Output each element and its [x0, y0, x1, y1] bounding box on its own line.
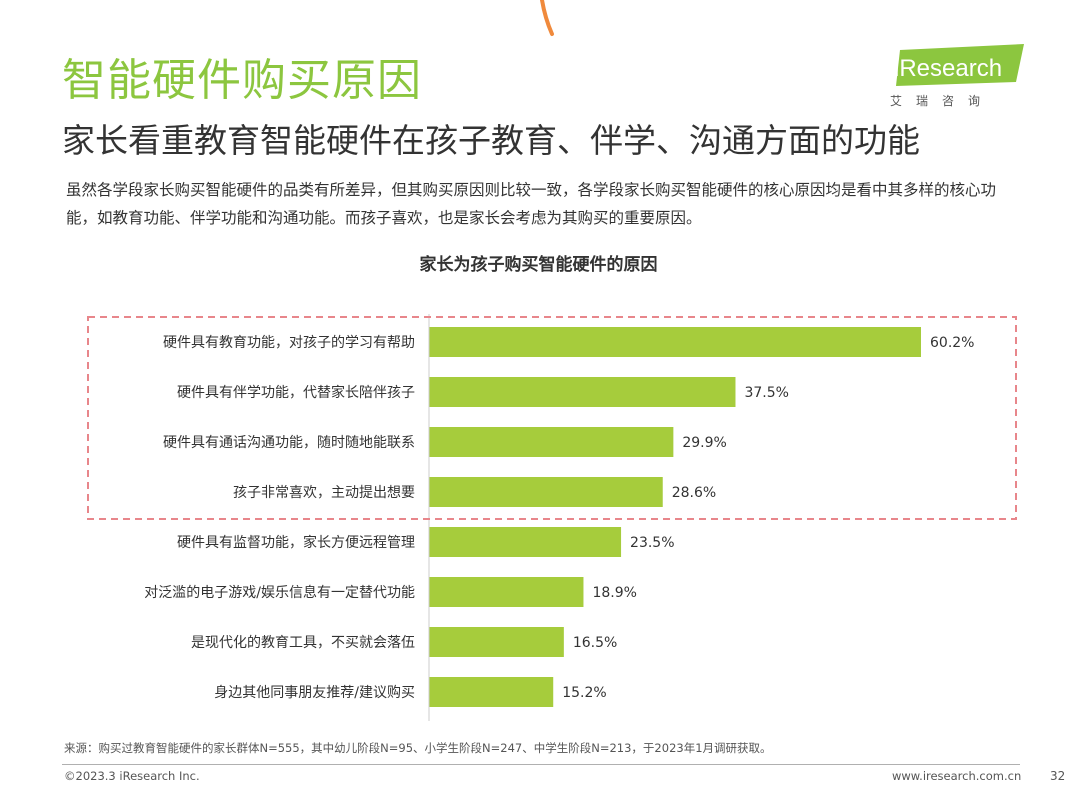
bar: [429, 627, 564, 657]
decorative-stroke: [540, 0, 554, 36]
logo-brand-text: iResearch: [894, 55, 1002, 82]
value-label: 18.9%: [592, 585, 636, 601]
website: www.iresearch.com.cn: [892, 769, 1022, 783]
category-label: 硬件具有教育功能，对孩子的学习有帮助: [163, 335, 415, 351]
page-subtitle: 家长看重教育智能硬件在孩子教育、伴学、沟通方面的功能: [62, 121, 920, 160]
bar-chart: 硬件具有教育功能，对孩子的学习有帮助 60.2% 硬件具有伴学功能，代替家长陪伴孩子…: [87, 314, 1017, 721]
bar: [429, 677, 554, 707]
page-number: 32: [1050, 769, 1066, 783]
value-label: 37.5%: [744, 385, 788, 401]
value-label: 15.2%: [562, 685, 606, 701]
intro-paragraph: 虽然各学段家长购买智能硬件的品类有所差异，但其购买原因则比较一致，各学段家长购买…: [66, 181, 997, 227]
category-label: 身边其他同事朋友推荐/建议购买: [214, 685, 415, 701]
category-label: 硬件具有监督功能，家长方便远程管理: [177, 534, 415, 551]
logo-green-shape: [896, 44, 1024, 86]
category-label: 硬件具有通话沟通功能，随时随地能联系: [163, 435, 415, 451]
bar: [429, 377, 736, 407]
iresearch-logo: iResearch: [894, 44, 1024, 86]
logo-brand-cn: 艾瑞咨询: [890, 94, 995, 108]
bar: [429, 477, 663, 507]
value-label: 23.5%: [630, 535, 674, 551]
value-label: 28.6%: [672, 485, 716, 501]
value-label: 29.9%: [682, 435, 726, 451]
source-note: 来源：购买过教育智能硬件的家长群体N=555，其中幼儿阶段N=95、小学生阶段N…: [64, 741, 772, 755]
category-label: 对泛滥的电子游戏/娱乐信息有一定替代功能: [144, 584, 415, 601]
value-label: 60.2%: [930, 335, 974, 351]
category-label: 硬件具有伴学功能，代替家长陪伴孩子: [177, 384, 415, 401]
category-label: 孩子非常喜欢，主动提出想要: [233, 485, 415, 501]
bar: [429, 577, 584, 607]
category-label: 是现代化的教育工具，不买就会落伍: [191, 635, 415, 651]
copyright: ©2023.3 iResearch Inc.: [64, 769, 200, 783]
bar: [429, 527, 622, 557]
bar: [429, 427, 674, 457]
chart-title: 家长为孩子购买智能硬件的原因: [419, 255, 658, 275]
value-label: 16.5%: [573, 635, 617, 651]
page-title: 智能硬件购买原因: [62, 55, 422, 106]
bar: [429, 327, 921, 357]
footer-divider: [62, 764, 1020, 765]
